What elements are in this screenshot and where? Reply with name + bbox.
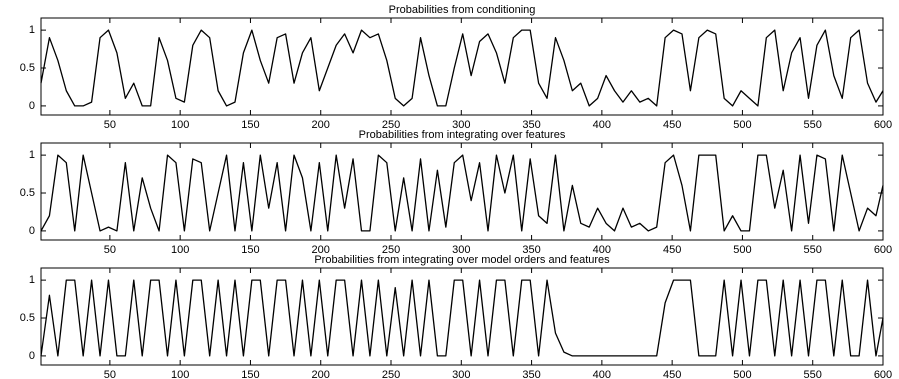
y-tick-label: 0 bbox=[29, 100, 35, 112]
x-tick-label: 600 bbox=[874, 369, 892, 379]
x-tick-label: 150 bbox=[241, 119, 259, 131]
x-tick-label: 400 bbox=[593, 369, 611, 379]
y-tick-label: 1 bbox=[29, 149, 35, 161]
y-tick-label: 1 bbox=[29, 24, 35, 36]
y-tick-label: 0.5 bbox=[20, 187, 35, 199]
x-tick-label: 500 bbox=[733, 244, 751, 256]
x-tick-label: 250 bbox=[382, 119, 400, 131]
x-tick-label: 250 bbox=[382, 369, 400, 379]
x-tick-label: 100 bbox=[171, 244, 189, 256]
axes-frame bbox=[40, 17, 884, 116]
x-tick-label: 150 bbox=[241, 369, 259, 379]
chart-title: Probabilities from integrating over feat… bbox=[359, 129, 566, 141]
x-tick-label: 600 bbox=[874, 119, 892, 131]
x-tick-label: 300 bbox=[452, 244, 470, 256]
x-tick-label: 400 bbox=[593, 119, 611, 131]
x-tick-label: 350 bbox=[522, 244, 540, 256]
x-tick-label: 150 bbox=[241, 244, 259, 256]
x-tick-label: 500 bbox=[733, 119, 751, 131]
x-tick-label: 450 bbox=[663, 244, 681, 256]
data-line bbox=[40, 29, 884, 107]
x-tick-label: 450 bbox=[663, 369, 681, 379]
chart-title: Probabilities from conditioning bbox=[389, 4, 536, 16]
x-tick-label: 550 bbox=[804, 244, 822, 256]
x-tick-label: 600 bbox=[874, 244, 892, 256]
x-tick-label: 50 bbox=[104, 119, 116, 131]
x-tick-label: 350 bbox=[522, 369, 540, 379]
x-tick-label: 250 bbox=[382, 244, 400, 256]
x-tick-label: 200 bbox=[312, 244, 330, 256]
y-tick-label: 0 bbox=[29, 350, 35, 362]
chart-title: Probabilities from integrating over mode… bbox=[314, 254, 610, 266]
data-line bbox=[40, 279, 884, 357]
axes-frame bbox=[40, 267, 884, 366]
x-tick-label: 550 bbox=[804, 119, 822, 131]
x-tick-label: 400 bbox=[593, 244, 611, 256]
x-tick-label: 50 bbox=[104, 369, 116, 379]
axes-frame bbox=[40, 142, 884, 241]
x-tick-label: 100 bbox=[171, 119, 189, 131]
y-tick-label: 0 bbox=[29, 225, 35, 237]
x-tick-label: 100 bbox=[171, 369, 189, 379]
x-tick-label: 200 bbox=[312, 369, 330, 379]
x-tick-label: 350 bbox=[522, 119, 540, 131]
x-tick-label: 300 bbox=[452, 369, 470, 379]
x-tick-label: 50 bbox=[104, 244, 116, 256]
y-tick-label: 0.5 bbox=[20, 62, 35, 74]
x-tick-label: 300 bbox=[452, 119, 470, 131]
x-tick-label: 550 bbox=[804, 369, 822, 379]
y-tick-label: 0.5 bbox=[20, 312, 35, 324]
x-tick-label: 500 bbox=[733, 369, 751, 379]
x-tick-label: 200 bbox=[312, 119, 330, 131]
data-line bbox=[40, 154, 884, 232]
x-tick-label: 450 bbox=[663, 119, 681, 131]
y-tick-label: 1 bbox=[29, 274, 35, 286]
